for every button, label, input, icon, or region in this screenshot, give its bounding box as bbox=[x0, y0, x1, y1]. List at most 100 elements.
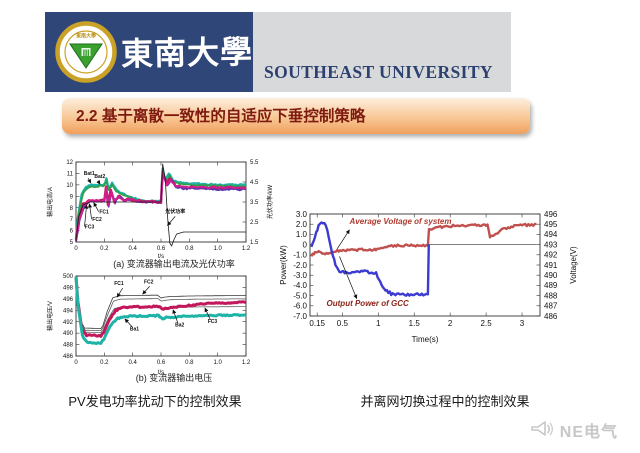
svg-text:494: 494 bbox=[544, 230, 558, 239]
university-logo-panel: 東南大學 東南大學 bbox=[45, 12, 253, 92]
svg-text:0.2: 0.2 bbox=[100, 246, 109, 252]
svg-text:490: 490 bbox=[63, 331, 74, 337]
university-name-panel: SOUTHEAST UNIVERSITY bbox=[253, 12, 511, 92]
svg-text:496: 496 bbox=[63, 297, 74, 303]
chart-a-caption: (a) 变流器输出电流及光伏功率 bbox=[113, 259, 235, 269]
svg-text:0.2: 0.2 bbox=[100, 360, 109, 366]
svg-text:-7.0: -7.0 bbox=[293, 312, 307, 321]
svg-text:3: 3 bbox=[520, 319, 525, 328]
svg-text:490: 490 bbox=[544, 271, 558, 280]
svg-text:5: 5 bbox=[70, 240, 74, 246]
svg-text:1.0: 1.0 bbox=[296, 230, 308, 239]
svg-text:7: 7 bbox=[70, 217, 74, 223]
svg-text:-4.0: -4.0 bbox=[293, 281, 307, 290]
svg-text:Bat1: Bat1 bbox=[84, 171, 95, 177]
svg-text:487: 487 bbox=[544, 302, 558, 311]
svg-text:t/s: t/s bbox=[158, 370, 164, 376]
svg-text:12: 12 bbox=[66, 160, 73, 166]
svg-text:0.4: 0.4 bbox=[128, 360, 137, 366]
svg-text:11: 11 bbox=[67, 172, 74, 178]
svg-text:Average Voltage of system: Average Voltage of system bbox=[349, 217, 452, 226]
svg-text:1.0: 1.0 bbox=[213, 246, 222, 252]
svg-text:0.8: 0.8 bbox=[185, 360, 194, 366]
svg-text:0: 0 bbox=[74, 360, 78, 366]
svg-text:FC3: FC3 bbox=[85, 224, 95, 230]
svg-text:491: 491 bbox=[544, 261, 558, 270]
svg-text:488: 488 bbox=[63, 343, 74, 349]
svg-text:FC1: FC1 bbox=[114, 281, 124, 287]
svg-text:492: 492 bbox=[544, 251, 558, 260]
svg-text:Ba2: Ba2 bbox=[175, 322, 184, 328]
svg-text:0.15: 0.15 bbox=[309, 319, 325, 328]
svg-text:1.5: 1.5 bbox=[250, 240, 259, 246]
svg-text:1.5: 1.5 bbox=[409, 319, 421, 328]
right-figure-caption: 并离网切换过程中的控制效果 bbox=[360, 394, 530, 409]
svg-text:Bat2: Bat2 bbox=[94, 174, 105, 180]
svg-text:1.2: 1.2 bbox=[242, 360, 251, 366]
svg-text:Power(kW): Power(kW) bbox=[279, 245, 288, 285]
brand-name: NE电气 bbox=[559, 424, 618, 441]
svg-text:0.5: 0.5 bbox=[337, 319, 349, 328]
svg-text:3.0: 3.0 bbox=[296, 210, 308, 219]
svg-text:-6.0: -6.0 bbox=[293, 302, 307, 311]
svg-text:8: 8 bbox=[70, 206, 74, 212]
svg-text:Voltage(V): Voltage(V) bbox=[569, 246, 578, 284]
svg-text:t/s: t/s bbox=[158, 254, 164, 260]
svg-text:0.6: 0.6 bbox=[157, 246, 166, 252]
svg-text:493: 493 bbox=[544, 240, 558, 249]
university-name-chinese: 東南大學 bbox=[120, 33, 254, 73]
svg-text:-5.0: -5.0 bbox=[293, 291, 307, 300]
svg-text:FC2: FC2 bbox=[92, 217, 102, 223]
chart-b-caption: (b) 变流器输出电压 bbox=[135, 373, 213, 383]
svg-text:1: 1 bbox=[376, 319, 381, 328]
svg-text:4.5: 4.5 bbox=[250, 180, 259, 186]
svg-text:2.0: 2.0 bbox=[296, 220, 308, 229]
chart-grid-switch-power-voltage: 0.15 0.5 1 1.5 2 2.5 3 -7.0-6.0 -5.0-4.0-3.0-2.0… bbox=[279, 210, 578, 344]
svg-text:2.5: 2.5 bbox=[481, 319, 493, 328]
svg-text:Ba1: Ba1 bbox=[130, 326, 139, 332]
section-title-bar: 2.2 基于离散一致性的自适应下垂控制策略 bbox=[62, 98, 530, 134]
svg-text:0.8: 0.8 bbox=[185, 246, 194, 252]
svg-text:光伏功率: 光伏功率 bbox=[164, 208, 185, 215]
svg-text:3.5: 3.5 bbox=[250, 200, 259, 206]
chart-converter-current-pv-power: 0 0.2 0.4 0.6 0.8 1.0 1.2 5 6 7 8 9 10 11 12 1.5 2.5 3.5 4… bbox=[46, 160, 274, 260]
svg-text:495: 495 bbox=[544, 220, 558, 229]
svg-text:486: 486 bbox=[544, 312, 558, 321]
svg-text:9: 9 bbox=[70, 194, 74, 200]
svg-text:496: 496 bbox=[544, 210, 558, 219]
svg-text:Time(s): Time(s) bbox=[412, 335, 439, 344]
svg-text:489: 489 bbox=[544, 281, 558, 290]
svg-text:488: 488 bbox=[544, 291, 558, 300]
svg-text:498: 498 bbox=[63, 286, 74, 292]
svg-text:494: 494 bbox=[63, 308, 74, 314]
svg-text:東南大學: 東南大學 bbox=[76, 33, 96, 40]
svg-text:2: 2 bbox=[448, 319, 453, 328]
svg-text:Output Power of GCC: Output Power of GCC bbox=[327, 299, 409, 308]
svg-text:输出电压/V: 输出电压/V bbox=[46, 301, 54, 331]
svg-text:FC1: FC1 bbox=[99, 209, 109, 215]
svg-text:-1.0: -1.0 bbox=[293, 251, 307, 260]
svg-text:500: 500 bbox=[63, 274, 74, 280]
svg-text:486: 486 bbox=[63, 354, 74, 360]
svg-text:-3.0: -3.0 bbox=[293, 271, 307, 280]
svg-text:2.5: 2.5 bbox=[250, 220, 259, 226]
chart-converter-output-voltage: 0 0.2 0.4 0.6 0.8 1.0 1.2 486 488 490 492 494 496 498… bbox=[46, 274, 251, 376]
svg-text:FC2: FC2 bbox=[144, 279, 154, 285]
svg-text:5.5: 5.5 bbox=[250, 160, 259, 166]
svg-text:1.0: 1.0 bbox=[213, 360, 222, 366]
svg-text:-2.0: -2.0 bbox=[293, 261, 307, 270]
section-title: 2.2 基于离散一致性的自适应下垂控制策略 bbox=[76, 108, 366, 125]
svg-text:0.4: 0.4 bbox=[128, 246, 137, 252]
megaphone-icon bbox=[530, 421, 553, 436]
svg-text:光伏功率/kW: 光伏功率/kW bbox=[266, 185, 274, 220]
svg-text:0: 0 bbox=[74, 246, 78, 252]
svg-text:输出电流/A: 输出电流/A bbox=[46, 187, 54, 217]
svg-text:492: 492 bbox=[63, 320, 74, 326]
svg-text:0: 0 bbox=[303, 240, 308, 249]
university-name-english: SOUTHEAST UNIVERSITY bbox=[264, 62, 493, 82]
left-figure-caption: PV发电功率扰动下的控制效果 bbox=[68, 394, 242, 409]
svg-text:FC3: FC3 bbox=[208, 319, 218, 325]
brand-watermark: NE电气 bbox=[530, 418, 618, 442]
svg-text:10: 10 bbox=[66, 183, 73, 189]
